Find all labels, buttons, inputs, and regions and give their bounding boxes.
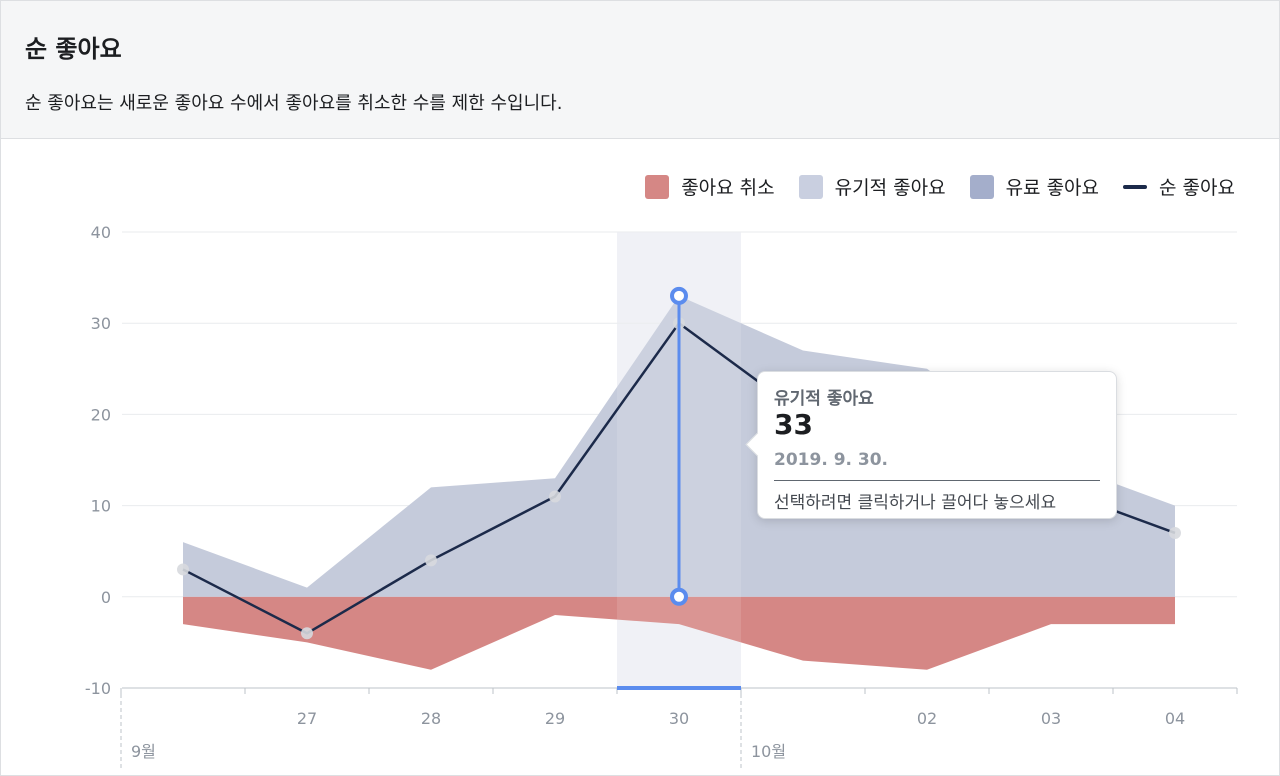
legend-swatch-organic [798,174,823,199]
net-likes-point [301,627,313,640]
month-label: 10월 [751,742,786,761]
tooltip-series-name: 유기적 좋아요 [774,389,874,409]
y-tick-label: 30 [91,314,111,333]
legend-label-unlikes: 좋아요 취소 [681,177,775,199]
page-title: 순 좋아요 [25,35,122,63]
tooltip-divider [774,480,1100,481]
page-description: 순 좋아요는 새로운 좋아요 수에서 좋아요를 취소한 수를 제한 수입니다. [25,93,563,114]
legend-item-unlikes[interactable]: 좋아요 취소 [645,173,775,200]
x-tick-label: 28 [421,709,441,728]
x-tick-label: 29 [545,709,565,728]
legend-item-paid[interactable]: 유료 좋아요 [969,173,1100,200]
x-tick-label: 02 [917,709,937,728]
legend-label-paid: 유료 좋아요 [1005,177,1100,199]
y-tick-label: 0 [101,588,111,607]
legend-item-net[interactable]: 순 좋아요 [1123,173,1235,200]
card-header: 순 좋아요 순 좋아요는 새로운 좋아요 수에서 좋아요를 취소한 수를 제한 … [1,1,1279,139]
y-tick-label: 10 [91,497,111,516]
chart-tooltip: 유기적 좋아요 33 2019. 9. 30. 선택하려면 클릭하거나 끌어다 … [757,371,1117,519]
legend-swatch-paid [969,174,994,199]
x-tick-label: 30 [669,709,689,728]
selection-top-marker [670,286,688,305]
x-tick-label: 27 [297,709,317,728]
tooltip-hint: 선택하려면 클릭하거나 끌어다 놓으세요 [774,493,1057,513]
net-likes-point [177,563,189,576]
net-likes-point [549,490,561,503]
selection-bottom-marker [670,587,688,606]
tooltip-date: 2019. 9. 30. [774,450,889,470]
y-tick-label: 20 [91,405,111,424]
x-tick-label: 04 [1165,709,1185,728]
chart-legend: 좋아요 취소 유기적 좋아요 유료 좋아요 순 좋아요 [645,173,1235,200]
y-tick-label: 40 [91,223,111,242]
legend-swatch-unlikes [645,174,670,199]
net-likes-point [1169,526,1181,539]
y-tick-label: -10 [85,679,111,698]
area-unlikes [183,596,1175,670]
x-tick-label: 03 [1041,709,1061,728]
legend-label-organic: 유기적 좋아요 [834,177,946,199]
legend-label-net: 순 좋아요 [1159,177,1235,199]
tooltip-value: 33 [774,408,813,441]
legend-item-organic[interactable]: 유기적 좋아요 [798,173,946,200]
legend-swatch-net [1123,184,1148,189]
month-label: 9월 [131,742,156,761]
net-likes-point [425,554,437,567]
